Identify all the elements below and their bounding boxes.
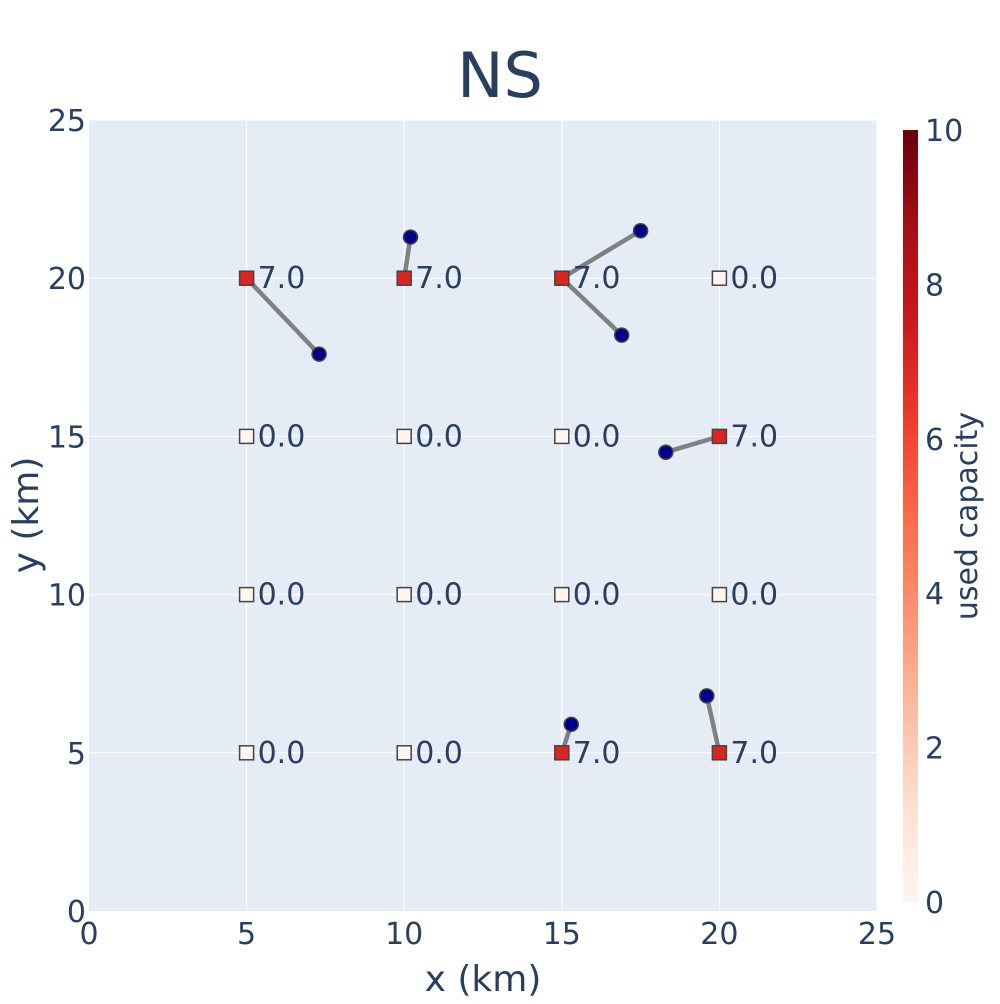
colorbar-tick-label: 0: [925, 886, 944, 921]
assignment-link: [244, 275, 322, 357]
x-tick-label: 0: [79, 917, 98, 952]
facility-marker: [554, 270, 570, 286]
facility-marker: [554, 586, 570, 603]
capacity-label: 0.0: [573, 419, 621, 454]
assignment-link: [704, 693, 722, 756]
capacity-label: 0.0: [415, 578, 463, 613]
facility-marker: [238, 270, 255, 286]
customer-marker: [563, 716, 580, 733]
y-tick-label: 25: [48, 104, 86, 139]
facility-marker: [238, 428, 255, 445]
facility-markers: [238, 270, 728, 761]
capacity-label: 7.0: [573, 736, 621, 771]
y-tick-label: 10: [48, 579, 86, 614]
x-axis-label: x (km): [425, 959, 542, 1000]
facility-marker: [554, 428, 570, 445]
capacity-label: 0.0: [258, 736, 306, 771]
assignment-link: [663, 434, 722, 455]
facility-marker: [396, 270, 412, 286]
colorbar-title: used capacity: [950, 412, 985, 620]
x-tick-label: 25: [858, 917, 896, 952]
capacity-label: 7.0: [415, 261, 463, 296]
capacity-label: 0.0: [730, 578, 778, 613]
capacity-labels: 7.0 7.0 7.0 0.0 0.0 0.0 0.0 7.0 0.0 0.0 0.0 0.0 0.0 0…: [258, 261, 779, 771]
capacity-label: 7.0: [730, 419, 778, 454]
facility-marker: [396, 745, 412, 761]
capacity-label: 0.0: [258, 578, 306, 613]
capacity-label: 0.0: [730, 261, 778, 296]
y-axis-ticks: 0 5 10 15 20 25: [48, 104, 86, 930]
chart-title: NS: [457, 39, 543, 112]
x-axis-ticks: 0 5 10 15 20 25: [79, 917, 896, 952]
facility-marker: [396, 586, 412, 603]
facility-marker: [396, 428, 412, 445]
colorbar-tick-label: 4: [925, 577, 944, 612]
facility-marker: [238, 586, 255, 603]
customer-marker: [632, 222, 649, 239]
facility-marker: [711, 428, 728, 445]
capacity-label: 7.0: [573, 261, 621, 296]
y-tick-label: 15: [48, 420, 86, 455]
customer-markers: [311, 222, 715, 733]
colorbar-tick-label: 10: [925, 114, 963, 149]
x-tick-label: 20: [700, 917, 738, 952]
x-tick-label: 10: [385, 917, 423, 952]
colorbar-tick-label: 6: [925, 423, 944, 458]
capacity-label: 0.0: [258, 419, 306, 454]
colorbar-ticks: 0 2 4 6 8 10: [925, 114, 963, 921]
y-tick-label: 0: [67, 895, 86, 930]
x-tick-label: 5: [237, 917, 256, 952]
capacity-label: 7.0: [258, 261, 306, 296]
y-axis-label: y (km): [6, 457, 47, 574]
colorbar-tick-label: 2: [925, 732, 944, 767]
customer-marker: [613, 327, 630, 343]
customer-marker: [658, 444, 674, 460]
plot-area: [89, 120, 877, 911]
y-tick-label: 5: [67, 737, 86, 772]
grid-lines: [89, 119, 878, 911]
colorbar: [903, 130, 918, 902]
capacity-label: 0.0: [415, 736, 463, 771]
capacity-label: 0.0: [573, 578, 621, 613]
facility-marker: [711, 586, 728, 603]
customer-marker: [402, 229, 419, 245]
customer-marker: [311, 346, 327, 362]
facility-marker: [554, 745, 570, 761]
capacity-label: 7.0: [730, 736, 778, 771]
colorbar-tick-label: 8: [925, 268, 944, 303]
x-tick-label: 15: [543, 917, 581, 952]
customer-marker: [699, 688, 715, 704]
assignment-link: [559, 228, 643, 281]
capacity-label: 0.0: [415, 419, 463, 454]
facility-marker: [711, 745, 728, 761]
assignment-link: [559, 275, 624, 338]
facility-marker: [711, 270, 728, 286]
y-tick-label: 20: [48, 262, 86, 297]
facility-marker: [238, 745, 255, 761]
